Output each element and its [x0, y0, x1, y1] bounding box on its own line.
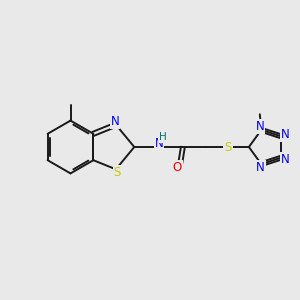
Text: N: N — [111, 115, 119, 128]
Text: N: N — [281, 128, 290, 141]
Text: S: S — [114, 167, 121, 179]
Text: N: N — [281, 153, 290, 166]
Text: O: O — [173, 160, 182, 174]
Text: H: H — [159, 132, 167, 142]
Text: S: S — [224, 141, 232, 154]
Text: N: N — [256, 161, 265, 174]
Text: N: N — [255, 120, 264, 134]
Text: N: N — [154, 136, 163, 150]
